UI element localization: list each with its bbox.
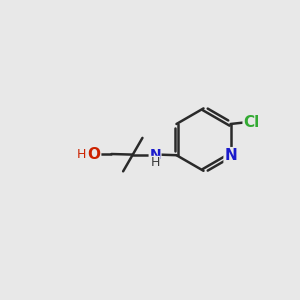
Text: H: H bbox=[150, 156, 160, 170]
Text: N: N bbox=[149, 148, 161, 162]
Text: Cl: Cl bbox=[243, 115, 260, 130]
Text: H: H bbox=[77, 148, 86, 160]
Text: N: N bbox=[224, 148, 237, 163]
Text: O: O bbox=[88, 146, 100, 161]
